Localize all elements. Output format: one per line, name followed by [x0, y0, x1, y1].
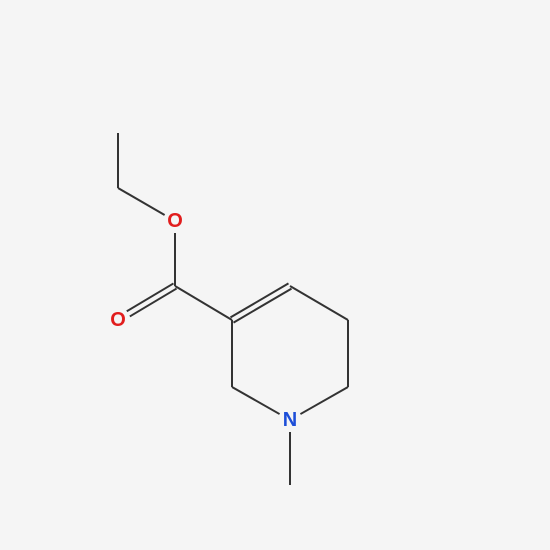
atom-label: O — [167, 210, 183, 232]
molecule-diagram: N O O — [0, 0, 550, 550]
atom-label: O — [110, 309, 126, 331]
atom-label: N — [283, 409, 297, 431]
